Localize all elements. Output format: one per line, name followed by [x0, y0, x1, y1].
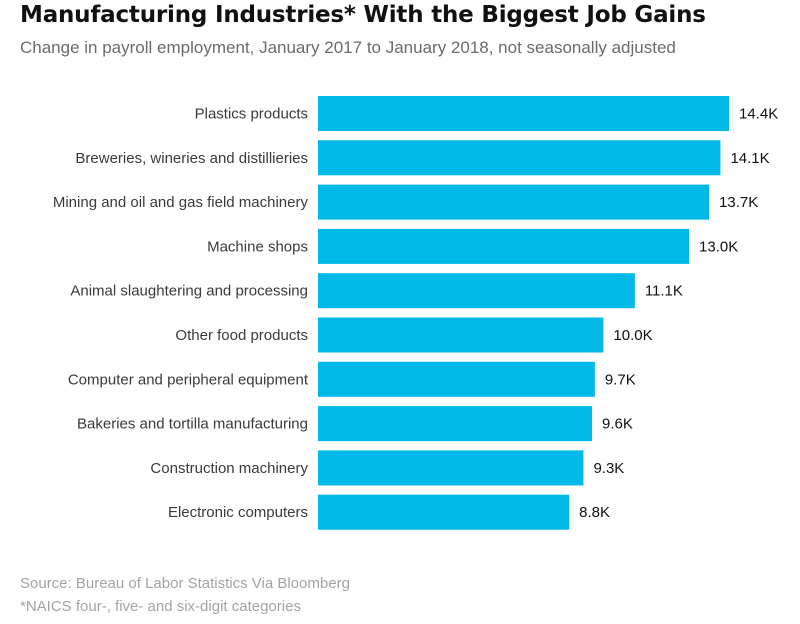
bar [318, 228, 690, 264]
bar [318, 406, 592, 442]
value-label: 8.8K [579, 504, 610, 521]
value-label: 14.1K [730, 150, 769, 167]
category-label: Mining and oil and gas field machinery [53, 194, 309, 211]
category-label: Computer and peripheral equipment [68, 371, 309, 388]
bar-chart: Plastics products 14.4K Breweries, winerie… [53, 96, 778, 530]
value-label: 9.7K [605, 371, 636, 388]
category-label: Breweries, wineries and distillieries [75, 150, 308, 167]
value-label: 9.6K [602, 416, 633, 433]
value-label: 9.3K [593, 460, 624, 477]
value-label: 13.0K [699, 238, 738, 255]
bar [318, 96, 729, 131]
category-label: Machine shops [207, 238, 308, 255]
bar [318, 494, 570, 530]
bar [318, 273, 635, 309]
value-label: 13.7K [719, 194, 758, 211]
category-label: Electronic computers [168, 504, 308, 521]
bar [318, 450, 584, 486]
bar [318, 317, 604, 353]
category-label: Other food products [175, 327, 308, 344]
bar [318, 140, 721, 176]
category-label: Construction machinery [150, 460, 308, 477]
category-label: Animal slaughtering and processing [70, 283, 308, 300]
value-label: 11.1K [645, 283, 683, 300]
bar [318, 184, 710, 220]
chart-subtitle: Change in payroll employment, January 20… [20, 38, 676, 57]
value-label: 10.0K [613, 327, 652, 344]
chart-title: Manufacturing Industries* With the Bigge… [20, 2, 706, 28]
footnote: *NAICS four-, five- and six-digit catego… [20, 598, 301, 615]
value-label: 14.4K [739, 106, 778, 123]
bar [318, 361, 595, 397]
category-label: Plastics products [195, 106, 308, 123]
category-label: Bakeries and tortilla manufacturing [77, 416, 308, 433]
source-note: Source: Bureau of Labor Statistics Via B… [20, 575, 350, 592]
